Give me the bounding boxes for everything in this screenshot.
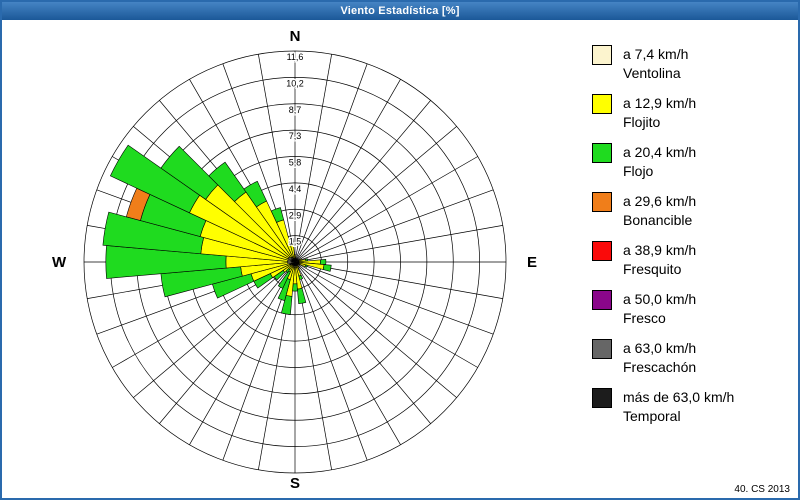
legend-name: Temporal [623, 408, 681, 424]
svg-text:8,7: 8,7 [289, 105, 302, 115]
legend-item-fresco: a 50,0 km/h Fresco [592, 290, 734, 328]
legend-swatch-ventolina [592, 45, 612, 65]
legend-speed: a 29,6 km/h [623, 193, 697, 209]
legend-swatch-flojo [592, 143, 612, 163]
svg-text:1,5: 1,5 [289, 237, 302, 247]
svg-text:2,9: 2,9 [289, 210, 302, 220]
windrose-chart: 1,5 2,9 4,4 5,8 7,3 8,7 10,2 11,6 [83, 50, 507, 474]
compass-label-east: E [527, 254, 538, 271]
legend-speed: a 63,0 km/h [623, 340, 697, 356]
legend-speed: a 20,4 km/h [623, 144, 697, 160]
compass-label-south: S [289, 475, 301, 492]
svg-text:10,2: 10,2 [286, 78, 304, 88]
legend-speed: a 7,4 km/h [623, 46, 689, 62]
legend-name: Fresquito [623, 261, 682, 277]
svg-text:7,3: 7,3 [289, 131, 302, 141]
legend-name: Fresco [623, 310, 666, 326]
legend-speed: a 50,0 km/h [623, 291, 697, 307]
legend-swatch-temporal [592, 388, 612, 408]
svg-text:5,8: 5,8 [289, 158, 302, 168]
legend-item-flojito: a 12,9 km/h Flojito [592, 94, 734, 132]
legend-name: Flojo [623, 163, 654, 179]
title-bar[interactable]: Viento Estadística [%] [2, 2, 798, 20]
compass-label-north: N [289, 28, 301, 45]
legend-speed: a 12,9 km/h [623, 95, 697, 111]
legend-item-flojo: a 20,4 km/h Flojo [592, 143, 734, 181]
legend-item-temporal: más de 63,0 km/h Temporal [592, 388, 734, 426]
svg-text:11,6: 11,6 [287, 52, 304, 62]
legend-name: Flojito [623, 114, 661, 130]
legend-name: Frescachón [623, 359, 697, 375]
legend-swatch-frescachon [592, 339, 612, 359]
legend-speed: más de 63,0 km/h [623, 389, 735, 405]
legend-speed: a 38,9 km/h [623, 242, 697, 258]
legend-name: Ventolina [623, 65, 681, 81]
legend-swatch-bonancible [592, 192, 612, 212]
legend-swatch-flojito [592, 94, 612, 114]
legend-item-fresquito: a 38,9 km/h Fresquito [592, 241, 734, 279]
svg-text:4,4: 4,4 [289, 184, 302, 194]
legend-item-frescachon: a 63,0 km/h Frescachón [592, 339, 734, 377]
legend-swatch-fresquito [592, 241, 612, 261]
legend-name: Bonancible [623, 212, 693, 228]
legend-item-ventolina: a 7,4 km/h Ventolina [592, 45, 734, 83]
chart-area: 1,5 2,9 4,4 5,8 7,3 8,7 10,2 11,6 N S W E a 7,4… [2, 20, 798, 498]
compass-label-west: W [52, 254, 67, 271]
legend-swatch-fresco [592, 290, 612, 310]
legend-item-bonancible: a 29,6 km/h Bonancible [592, 192, 734, 230]
window-title: Viento Estadística [%] [340, 5, 460, 17]
footer-note: 40. CS 2013 [734, 484, 790, 495]
legend: a 7,4 km/h Ventolina a 12,9 km/h Flojito… [592, 45, 734, 426]
